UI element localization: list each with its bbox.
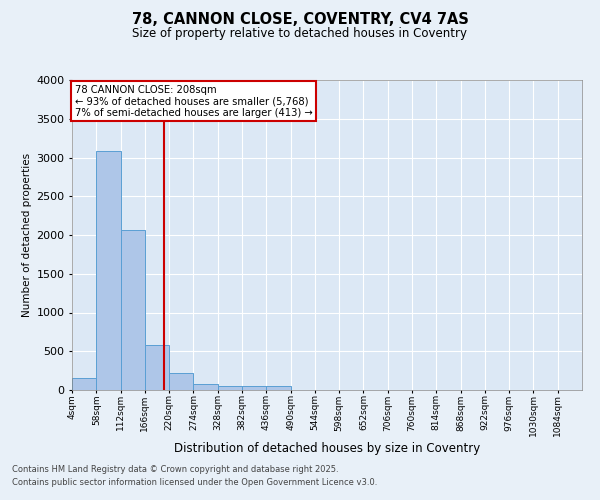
Bar	[72, 378, 96, 390]
Bar	[242, 386, 266, 390]
Text: Contains public sector information licensed under the Open Government Licence v3: Contains public sector information licen…	[12, 478, 377, 487]
Text: 78 CANNON CLOSE: 208sqm
← 93% of detached houses are smaller (5,768)
7% of semi-: 78 CANNON CLOSE: 208sqm ← 93% of detache…	[74, 84, 313, 118]
X-axis label: Distribution of detached houses by size in Coventry: Distribution of detached houses by size …	[174, 442, 480, 455]
Bar	[169, 373, 193, 390]
Bar	[121, 230, 145, 390]
Bar	[218, 386, 242, 390]
Bar	[266, 386, 290, 390]
Bar	[145, 345, 169, 390]
Text: Size of property relative to detached houses in Coventry: Size of property relative to detached ho…	[133, 28, 467, 40]
Bar	[96, 152, 121, 390]
Bar	[193, 384, 218, 390]
Y-axis label: Number of detached properties: Number of detached properties	[22, 153, 32, 317]
Text: Contains HM Land Registry data © Crown copyright and database right 2025.: Contains HM Land Registry data © Crown c…	[12, 466, 338, 474]
Text: 78, CANNON CLOSE, COVENTRY, CV4 7AS: 78, CANNON CLOSE, COVENTRY, CV4 7AS	[131, 12, 469, 28]
